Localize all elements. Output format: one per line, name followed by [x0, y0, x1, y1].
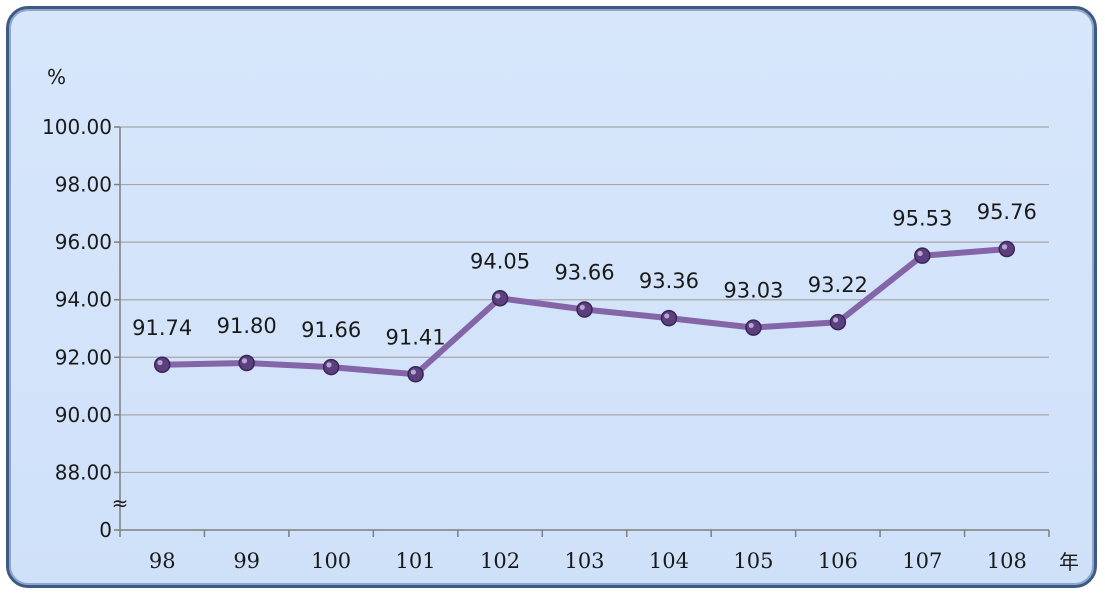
x-tick-label: 99 — [233, 549, 260, 573]
y-tick-label: 100.00 — [42, 115, 112, 139]
x-tick-label: 108 — [987, 549, 1027, 573]
data-point — [322, 358, 340, 376]
data-point-highlight — [1001, 244, 1008, 250]
data-label: 91.74 — [132, 316, 192, 340]
x-tick-label: 98 — [149, 549, 176, 573]
x-tick-label: 101 — [396, 549, 436, 573]
data-point — [576, 301, 593, 318]
y-tick-label: 88.00 — [55, 460, 112, 484]
data-point-highlight — [241, 358, 248, 364]
data-point-highlight — [664, 313, 670, 319]
data-label: 91.66 — [301, 318, 361, 342]
x-tick-label: 105 — [733, 549, 773, 573]
data-point — [998, 240, 1016, 258]
x-tick-label: 104 — [649, 549, 689, 573]
axes: ≈ — [112, 127, 1049, 531]
x-tick-label: 100 — [311, 549, 351, 573]
data-point-highlight — [410, 369, 416, 375]
data-point-highlight — [157, 359, 163, 366]
data-point — [238, 354, 255, 372]
data-label: 91.41 — [386, 325, 446, 349]
data-point-highlight — [495, 293, 501, 299]
x-tick-label: 103 — [564, 549, 604, 573]
y-tick-label: 94.00 — [55, 288, 112, 312]
data-point-highlight — [917, 250, 923, 257]
data-point — [407, 366, 424, 383]
y-tick-label: 96.00 — [55, 230, 112, 254]
grid-lines — [114, 126, 1049, 531]
x-tick-label: 106 — [818, 549, 858, 573]
data-point — [914, 247, 931, 264]
y-tick-label: 0 — [99, 518, 112, 542]
data-label: 93.22 — [808, 273, 868, 297]
data-point — [153, 356, 171, 374]
x-tick-label: 102 — [480, 549, 520, 573]
y-unit-label: % — [47, 65, 66, 89]
data-point-highlight — [833, 317, 839, 323]
data-point-highlight — [748, 322, 754, 329]
data-point — [491, 290, 509, 307]
y-tick-label: 92.00 — [55, 345, 112, 369]
data-label: 93.36 — [639, 269, 699, 293]
data-label: 93.03 — [723, 279, 783, 303]
data-label: 93.66 — [554, 261, 614, 285]
data-label: 95.76 — [977, 200, 1037, 224]
y-tick-labels: 100.00 98.00 96.00 94.00 92.00 90.00 88.00 0 — [42, 115, 112, 542]
data-label: 91.80 — [217, 314, 277, 338]
y-tick-label: 90.00 — [55, 403, 112, 427]
data-point — [660, 309, 678, 327]
line-chart: ≈ 100.0098.0096.0094.0092.0090.0088.000 … — [42, 65, 1079, 574]
data-point-highlight — [579, 304, 585, 310]
data-point — [745, 319, 762, 336]
y-axis-break-icon: ≈ — [112, 491, 129, 515]
data-markers — [153, 240, 1016, 383]
y-tick-label: 98.00 — [55, 173, 112, 197]
data-label: 95.53 — [892, 207, 952, 231]
x-tick-labels: 98 99 100 101 102 103 104 105 106 107 108 — [119, 530, 1050, 573]
data-labels: 91.74 91.80 91.66 91.41 94.05 93.66 93.36 93.03… — [132, 200, 1037, 349]
data-label: 94.05 — [470, 249, 530, 273]
data-point — [829, 313, 847, 331]
data-point-highlight — [326, 362, 332, 368]
x-unit-label: 年 — [1059, 550, 1079, 574]
chart-frame: ≈ 100.00 98.00 96.00 94.00 92.00 90.00 88.00 0 … — [6, 6, 1097, 588]
x-tick-label: 107 — [902, 549, 942, 573]
